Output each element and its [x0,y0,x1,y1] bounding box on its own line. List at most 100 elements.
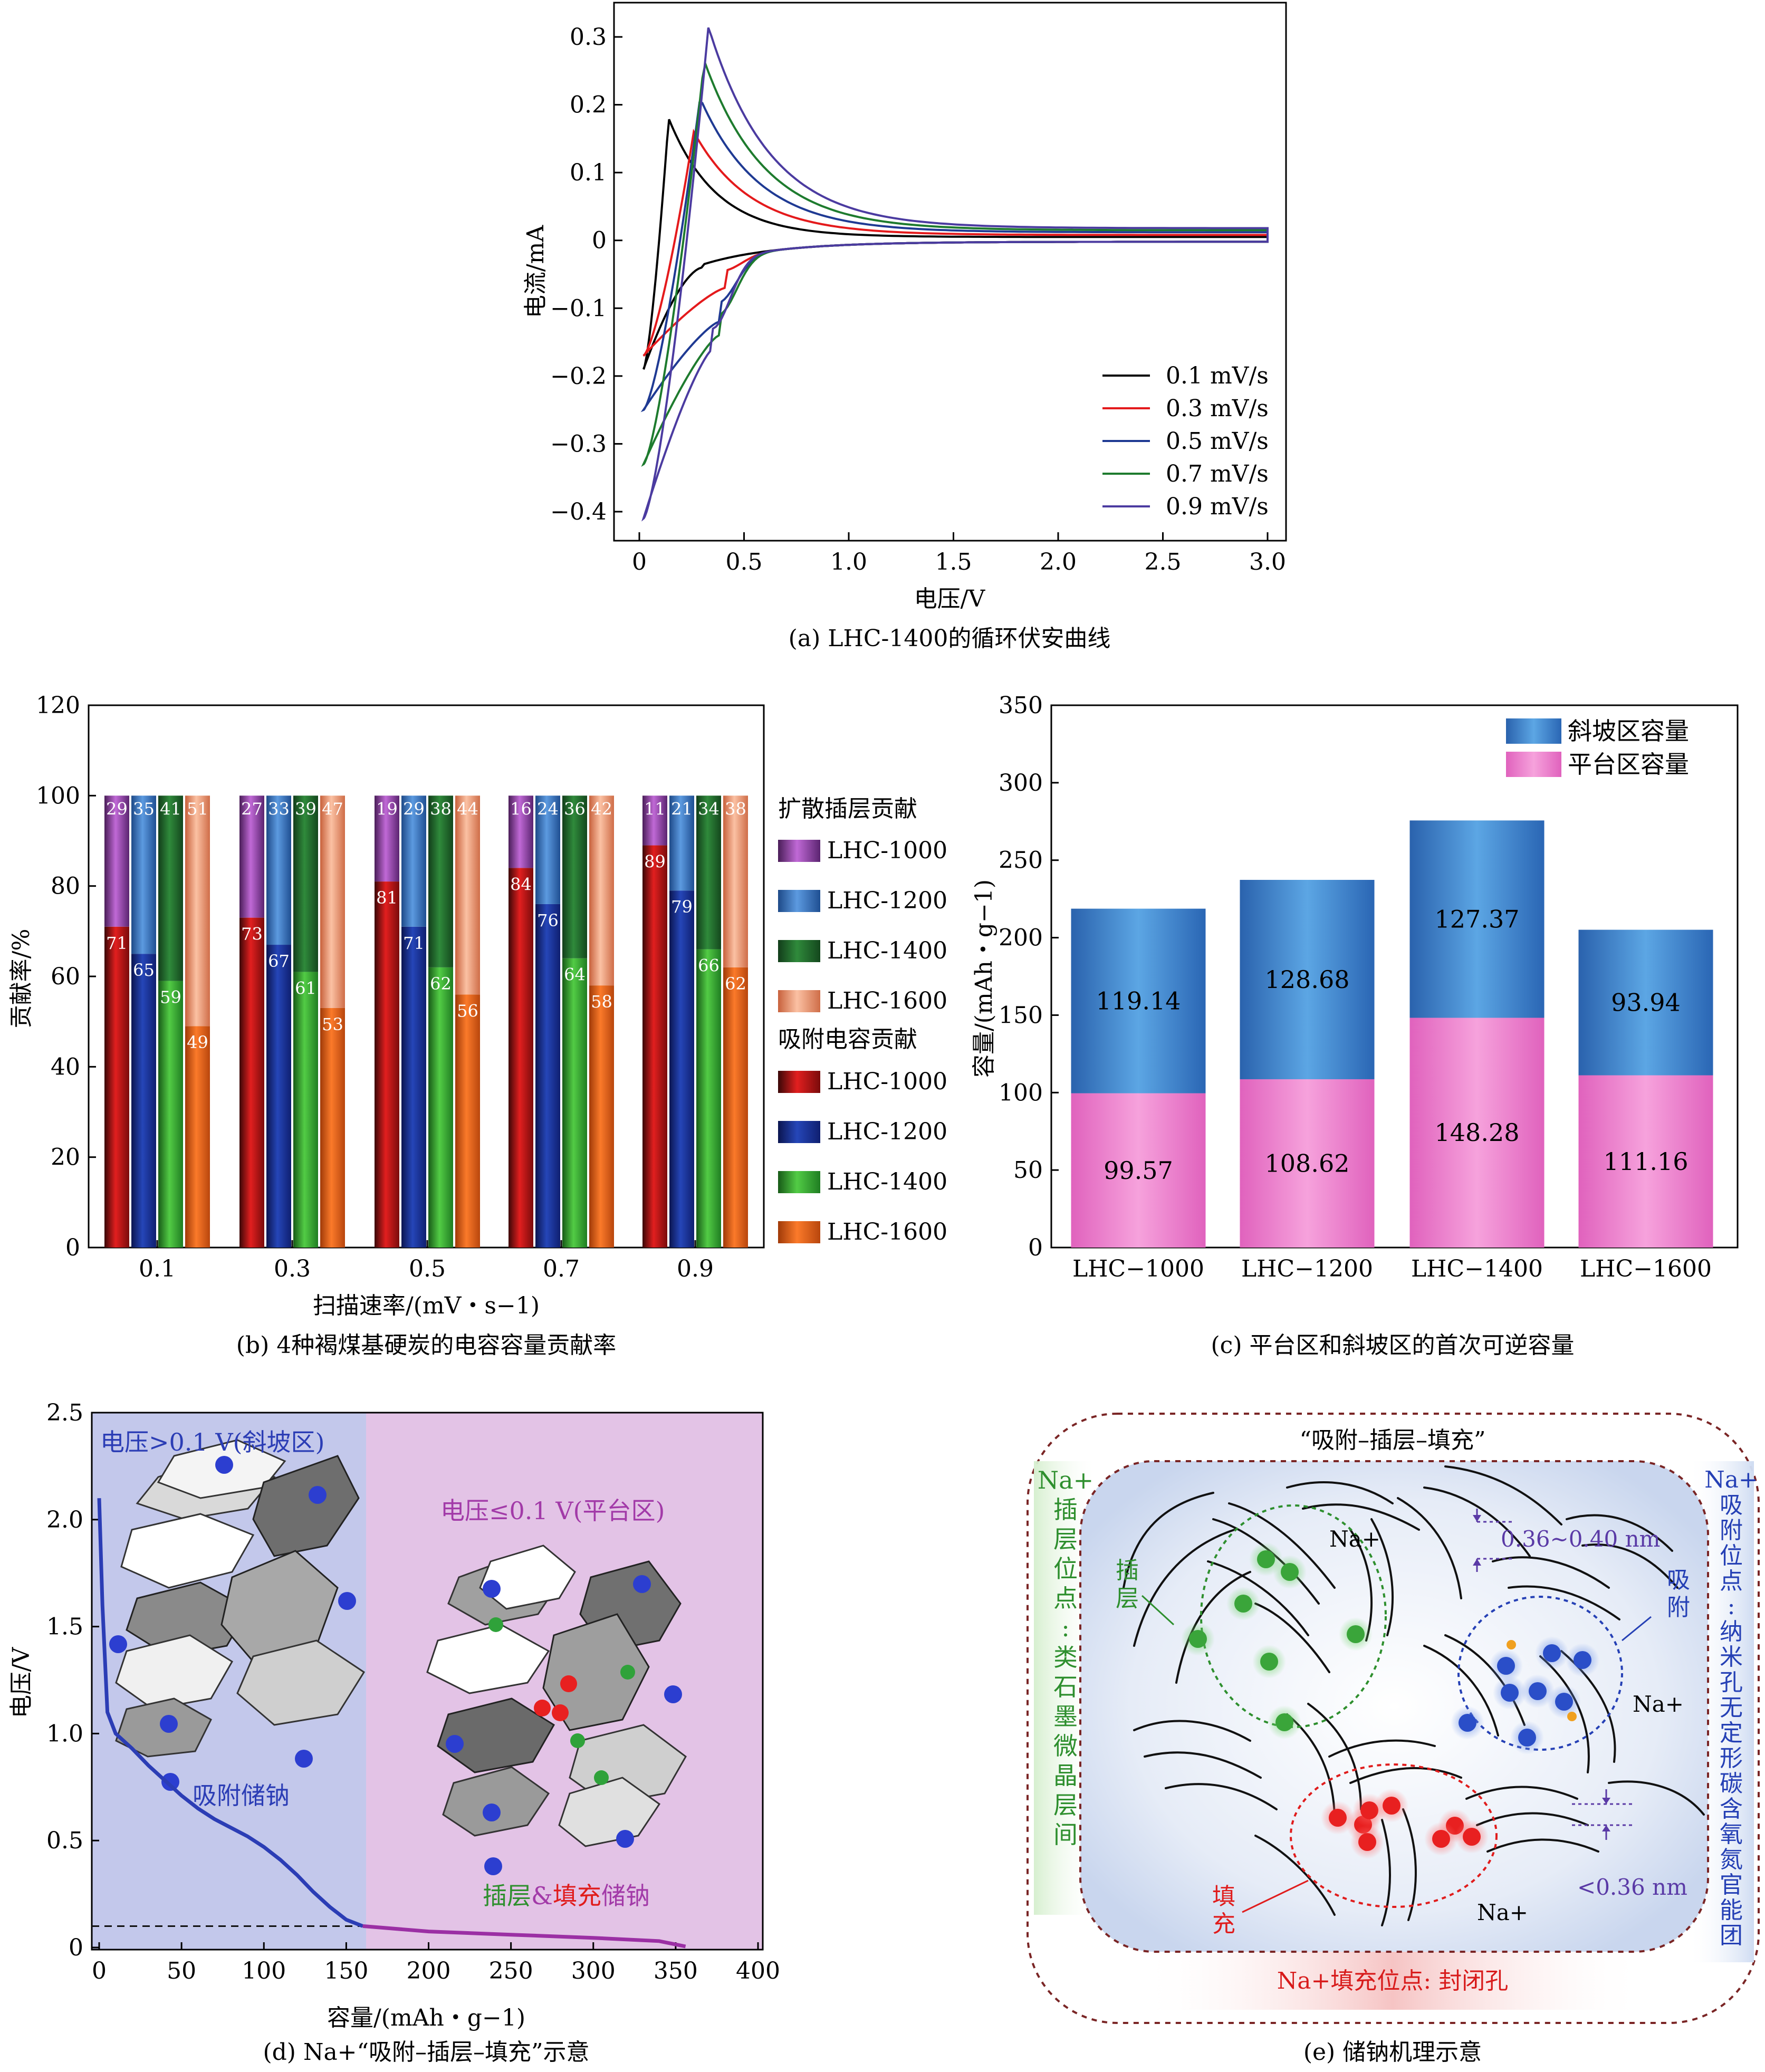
legend-label: LHC-1200 [827,887,947,914]
capacitive-bar [401,926,426,1248]
diffusion-bar [669,795,694,891]
y-tick-label: 0 [592,227,607,254]
na-ion-intercalated [1347,1625,1365,1643]
capacitive-bar [131,954,156,1248]
legend-label: LHC-1000 [827,1068,947,1095]
capacitive-bar [320,1008,345,1248]
capacitive-value-label: 67 [268,951,290,971]
panel-a: 0 0.5 1.0 1.5 2.0 2.5 3.0 −0.4 −0.3 −0.2 −0.1 0 0.1 0… [522,2,1287,652]
capacitive-bar [185,1026,210,1248]
x-tick-label: 0.1 [139,1255,176,1282]
left-label-char: 间 [1053,1820,1078,1849]
capacitive-bar [723,967,748,1248]
panel-a-caption: (a) LHC-1400的循环伏安曲线 [789,625,1111,652]
panel-d: 0 50 100 150 200 250 300 350 400 0 0.5 1.0 1.5 2.0 2.5… [8,1399,780,2066]
y-tick-label: −0.1 [550,295,607,322]
capacitive-value-label: 62 [725,974,746,994]
x-tick-label: 2.0 [1040,549,1077,575]
right-label-char: 点 [1720,1568,1743,1595]
x-tick-label: 2.5 [1145,549,1182,575]
x-tick-label: 300 [571,1958,616,1984]
capacitive-value-label: 79 [671,897,693,917]
left-label-char: 点 [1053,1584,1078,1613]
panel-e-intercalation-region [1200,1504,1387,1728]
slope-value-label: 119.14 [1096,987,1181,1015]
left-label-char: 类 [1053,1643,1078,1672]
panel-d-axes: 0 50 100 150 200 250 300 350 400 0 0.5 1.0 1.5 2.0 2.5 [46,1399,780,1984]
panel-c-frame [1050,704,1739,1249]
capacitive-bar [509,868,533,1248]
panel-c-caption: (c) 平台区和斜坡区的首次可逆容量 [1211,1332,1575,1359]
x-tick-label: LHC−1200 [1241,1255,1373,1282]
diffusion-value-label: 11 [644,799,666,819]
panel-e-filling-region [1290,1763,1498,1908]
legend-swatch [778,890,820,912]
capacitive-value-label: 58 [591,992,612,1012]
diffusion-bar [131,795,156,954]
diffusion-value-label: 21 [671,799,693,819]
panel-e-intercalation-pointer [1141,1595,1175,1626]
panel-c: 0 50 100 150 200 250 300 350 LHC−1000 LHC−1200 LHC… [971,692,1739,1359]
na-ion-adsorbed [1574,1651,1591,1669]
capacitive-bar [239,917,264,1248]
x-tick-label: LHC−1400 [1411,1255,1543,1282]
legend-swatch [778,940,820,962]
panel-b-bars: 71 29 65 35 59 41 49 51 73 27 67 33 61 39 53 47 81 19 71 29… [104,795,748,1248]
panel-e-title: “吸附–插层–填充” [1300,1427,1486,1454]
diffusion-bar [642,795,667,846]
panel-d-adsorption-label: 吸附储钠 [193,1781,290,1810]
left-label-char: 层 [1053,1791,1078,1819]
left-label-char: 微 [1053,1732,1078,1760]
slope-value-label: 127.37 [1435,905,1520,933]
capacitive-value-label: 49 [187,1032,208,1052]
panel-e-ions [1181,1542,1599,1859]
legend-swatch [1506,752,1561,777]
right-label-char: : [1728,1593,1735,1620]
legend-swatch [778,1171,820,1193]
panel-b-caption: (b) 4种褐煤基硬炭的电容容量贡献率 [236,1332,616,1359]
discharge-curve-plateau [362,1924,686,1949]
capacitive-bar [428,967,453,1248]
panel-c-axes: 0 50 100 150 200 250 300 350 LHC−1000 LHC−1200 LHC… [999,692,1712,1282]
diffusion-bar [535,795,560,904]
panel-e-filling-pointer [1242,1879,1309,1913]
y-tick-label: 100 [999,1079,1043,1106]
diffusion-bar [562,795,587,958]
capacitive-value-label: 64 [564,965,586,985]
panel-d-xlabel: 容量/(mAh・g−1) [327,2004,525,2031]
panel-d-ions [109,1456,682,1875]
na-ion-filled [552,1704,569,1721]
na-ion-filled [534,1700,551,1716]
diffusion-bar [375,795,399,882]
diffusion-bar [158,795,183,981]
capacitive-bar [455,994,480,1248]
na-ion-adsorbed [616,1830,634,1848]
panel-d-intercal-fill-label: 插层&填充储钠 [483,1882,650,1910]
x-tick-label: 50 [167,1958,196,1984]
panel-e-adsorption-char-1: 吸 [1667,1567,1690,1594]
y-tick-label: 0.3 [570,24,607,51]
capacitive-value-label: 81 [376,888,398,908]
diffusion-value-label: 29 [403,799,425,819]
legend-label: 斜坡区容量 [1568,717,1689,745]
diffusion-value-label: 16 [510,799,532,819]
panel-e-carbon-layers [1123,1465,1705,1926]
right-label-char: 无 [1720,1694,1743,1721]
na-ion-adsorbed [1543,1644,1561,1662]
x-tick-label: 1.5 [935,549,972,575]
capacitive-bar [158,981,183,1248]
left-label-char: Na+ [1038,1466,1093,1494]
na-ion-adsorbed [160,1715,178,1733]
left-label-char: 晶 [1053,1761,1078,1790]
panel-c-bars: 99.57 119.14 108.62 128.68 148.28 127.37 111.1… [1071,820,1713,1248]
panel-c-ylabel: 容量/(mAh・g−1) [971,879,997,1078]
cv-curve [641,27,1269,522]
diffusion-bar [104,795,129,927]
x-tick-label: 0.3 [274,1255,311,1282]
panel-a-curves [640,27,1269,522]
slope-bar [1578,929,1713,1076]
right-label-char: 含 [1720,1796,1743,1822]
panel-d-slope-label: 电压>0.1 V(斜坡区) [100,1428,324,1456]
capacitive-bar [562,958,587,1248]
